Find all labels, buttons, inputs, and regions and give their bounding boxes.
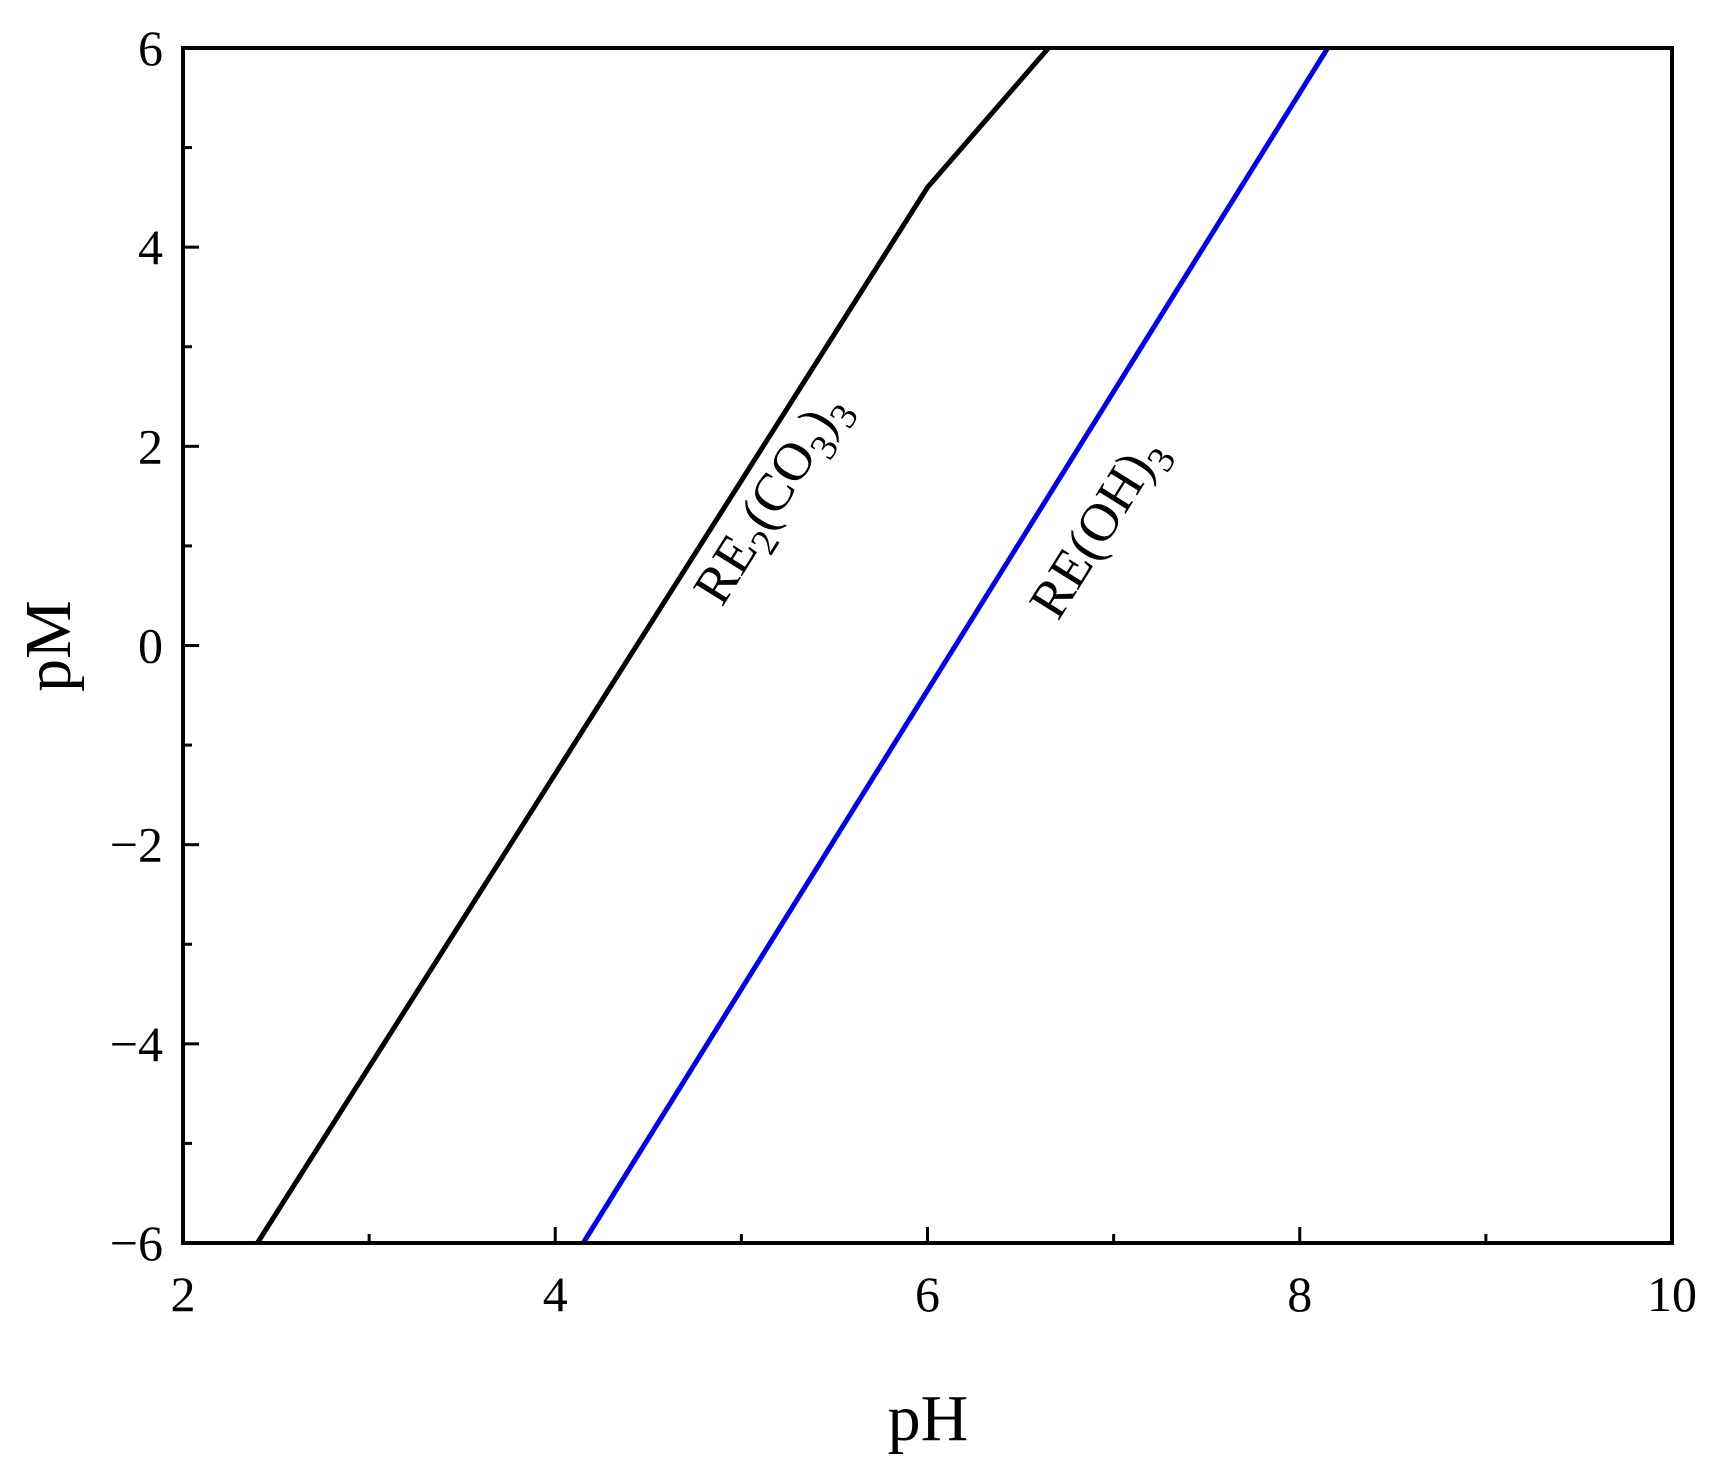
series-line-re2co33 [255, 46, 1051, 1245]
x-tick-label: 4 [543, 1266, 568, 1322]
series-layer [255, 46, 1330, 1245]
series-line-reoh3 [581, 46, 1330, 1245]
x-tick-label: 6 [915, 1266, 940, 1322]
plot-frame [181, 46, 1674, 1245]
x-axis-title: pH [888, 1382, 969, 1455]
y-tick-label: 2 [138, 418, 163, 474]
y-tick-label: −6 [110, 1215, 163, 1271]
ticks-layer [181, 46, 1674, 1245]
series-label-re2co33: RE2(CO3)3 [681, 382, 867, 621]
tick-labels-layer: 2 4 6 8 10 −6 −4 −2 0 2 4 6 [110, 20, 1697, 1322]
y-tick-label: 4 [138, 219, 163, 275]
x-tick-label: 8 [1287, 1266, 1312, 1322]
series-label-reoh3: RE(OH)3 [1017, 425, 1184, 634]
y-tick-label: 0 [138, 618, 163, 674]
x-tick-label: 10 [1647, 1266, 1697, 1322]
x-tick-label: 2 [171, 1266, 196, 1322]
y-tick-label: −4 [110, 1016, 163, 1072]
y-tick-label: 6 [138, 20, 163, 76]
y-axis-title: pM [12, 600, 85, 692]
y-tick-label: −2 [110, 817, 163, 873]
